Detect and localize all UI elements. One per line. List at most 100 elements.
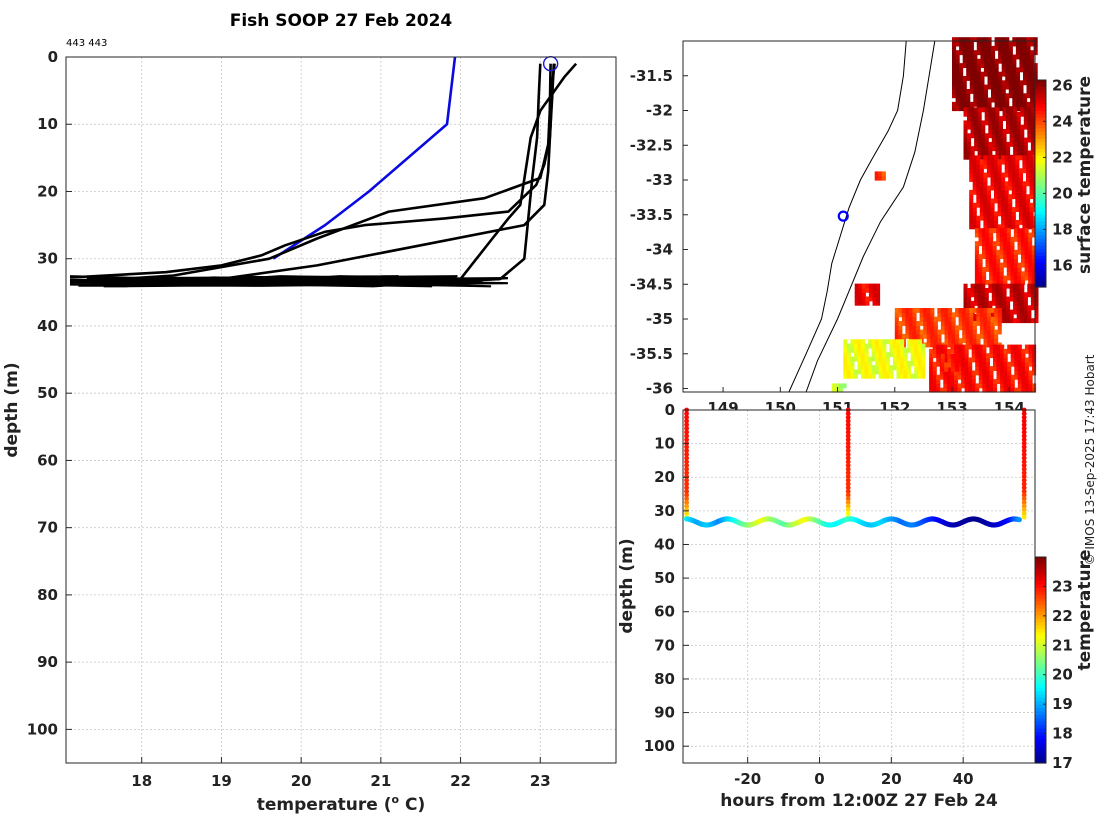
- sst-pixel: [976, 67, 981, 73]
- sst-pixel: [995, 146, 1000, 152]
- sst-pixel: [963, 146, 968, 152]
- sst-pixel: [984, 116, 989, 121]
- sst-pixel: [981, 300, 986, 306]
- sst-pixel: [990, 198, 995, 204]
- sst-pixel: [981, 150, 986, 156]
- sst-pixel: [990, 185, 995, 191]
- sst-pixel: [970, 305, 975, 311]
- sst-pixel: [1032, 348, 1037, 354]
- sst-pixel: [955, 101, 960, 107]
- sst-pixel: [946, 383, 951, 389]
- sst-pixel: [1003, 348, 1008, 354]
- sst-pixel: [967, 124, 972, 130]
- timeseries-colorbar-segment: [1035, 618, 1046, 623]
- sst-pixel: [943, 379, 948, 384]
- cast-point: [684, 455, 689, 461]
- sst-pixel: [978, 262, 983, 268]
- sst-pixel: [952, 80, 957, 86]
- sst-pixel: [983, 155, 988, 161]
- sst-pixel: [889, 373, 894, 379]
- sst-pixel: [985, 353, 990, 359]
- sst-pixel: [996, 236, 1001, 242]
- sst-pixel: [1017, 236, 1022, 242]
- sst-pixel: [1013, 300, 1018, 306]
- sst-pixel: [995, 111, 1000, 117]
- sst-pixel: [1021, 387, 1026, 393]
- map-colorbar-segment: [1035, 162, 1046, 167]
- cast-point: [684, 448, 689, 454]
- sst-pixel: [991, 58, 996, 64]
- map-colorbar-segment: [1035, 152, 1046, 157]
- sst-pixel: [1014, 374, 1019, 380]
- sst-pixel: [1023, 309, 1028, 315]
- sst-pixel: [1017, 262, 1022, 268]
- sst-pixel: [1019, 93, 1024, 99]
- sst-pixel: [991, 71, 996, 77]
- map-colorbar-segment: [1035, 145, 1046, 150]
- sst-pixel: [854, 283, 859, 289]
- sst-pixel: [858, 292, 863, 298]
- sst-pixel: [946, 379, 951, 384]
- sst-pixel: [955, 76, 960, 81]
- sst-pixel: [919, 333, 924, 339]
- sst-pixel: [991, 129, 996, 134]
- sst-pixel: [907, 373, 912, 379]
- sst-pixel: [985, 383, 990, 389]
- cast-point: [684, 503, 689, 509]
- sst-pixel: [1008, 159, 1013, 165]
- sst-pixel: [954, 383, 959, 389]
- sst-pixel: [972, 338, 977, 344]
- sst-pixel: [1007, 348, 1012, 354]
- sst-pixel: [1003, 387, 1008, 393]
- cast-point: [845, 440, 851, 446]
- timeseries-colorbar-segment: [1035, 721, 1046, 726]
- sst-pixel: [1006, 146, 1011, 152]
- sst-pixel: [861, 339, 866, 345]
- sst-pixel: [850, 373, 855, 379]
- sst-pixel: [1032, 370, 1037, 376]
- sst-pixel: [1029, 194, 1034, 200]
- cast-point: [684, 426, 689, 431]
- sst-pixel: [843, 369, 848, 375]
- sst-pixel: [1024, 236, 1029, 242]
- sst-pixel: [894, 333, 899, 339]
- sst-pixel: [987, 97, 992, 103]
- sst-pixel: [983, 189, 988, 195]
- sst-pixel: [966, 54, 971, 60]
- sst-pixel: [1012, 93, 1017, 99]
- sst-pixel: [983, 325, 988, 331]
- sst-pixel: [957, 353, 962, 359]
- sst-pixel: [1026, 80, 1031, 86]
- sst-pixel: [892, 352, 897, 358]
- sst-pixel: [1014, 344, 1019, 350]
- sst-pixel: [1017, 344, 1022, 350]
- sst-pixel: [965, 308, 970, 313]
- sst-pixel: [968, 374, 973, 380]
- sst-pixel: [996, 254, 1001, 259]
- sst-pixel: [1032, 383, 1037, 389]
- cast-point: [845, 477, 851, 483]
- sst-pixel: [987, 54, 992, 60]
- sst-pixel: [900, 352, 905, 358]
- sst-pixel: [929, 366, 934, 371]
- sst-pixel: [1020, 107, 1025, 113]
- sst-pixel: [972, 325, 977, 331]
- sst-pixel: [976, 194, 981, 200]
- sst-pixel: [882, 339, 887, 345]
- sst-pixel: [1006, 107, 1011, 113]
- sst-pixel: [1023, 111, 1028, 117]
- sst-pixel: [900, 347, 905, 353]
- map-colorbar-segment: [1035, 142, 1046, 147]
- sst-pixel: [983, 93, 988, 99]
- sst-pixel: [985, 245, 990, 251]
- sst-pixel: [861, 296, 866, 302]
- sst-pixel: [1022, 207, 1027, 212]
- sst-pixel: [1001, 207, 1006, 212]
- map-colorbar-segment: [1035, 238, 1046, 243]
- sst-pixel: [963, 305, 968, 311]
- sst-pixel: [1005, 54, 1010, 60]
- sst-pixel: [868, 356, 873, 362]
- sst-pixel: [965, 321, 970, 326]
- sst-pixel: [998, 300, 1003, 306]
